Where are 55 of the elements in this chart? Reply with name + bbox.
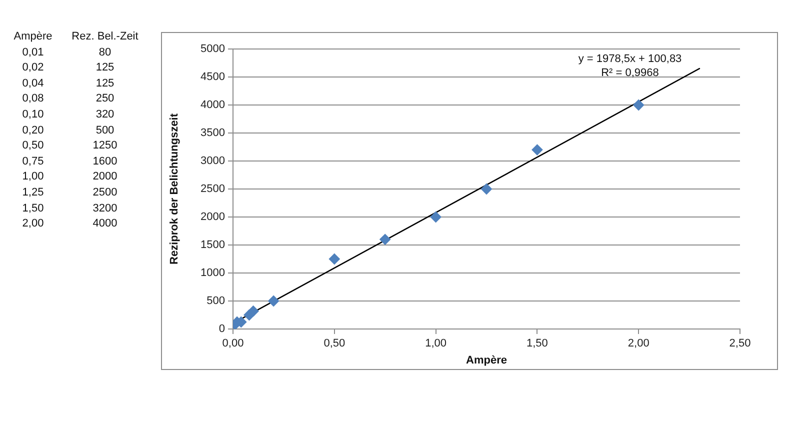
annotation: R² = 0,9968 xyxy=(601,67,659,80)
y-tick-label: 5000 xyxy=(200,43,225,56)
y-tick-label: 2500 xyxy=(200,183,225,196)
text: 0,08 xyxy=(22,92,44,106)
x-tick-label: 0,50 xyxy=(324,338,346,350)
x-tick-label: 1,50 xyxy=(526,338,548,350)
text: 250 xyxy=(96,92,114,106)
text: 2500 xyxy=(92,186,118,200)
point xyxy=(328,254,340,264)
text: 1,25 xyxy=(22,186,44,200)
x-tick-label: 2,00 xyxy=(628,338,650,350)
text: Ampère xyxy=(14,30,52,44)
y-tick-label: 3000 xyxy=(200,155,225,168)
text: 0,04 xyxy=(22,77,44,90)
y-axis-title: Reziprok der Belichtungszeit xyxy=(168,113,181,264)
x-axis-title: Ampère xyxy=(466,354,507,366)
point xyxy=(380,234,391,245)
text: 0,02 xyxy=(22,62,44,75)
x-tick-label: 1,00 xyxy=(425,338,447,350)
point xyxy=(430,212,442,222)
y-tick-label: 3500 xyxy=(200,127,225,140)
text: 80 xyxy=(98,46,112,60)
y-tick-label: 1500 xyxy=(200,239,225,252)
point xyxy=(268,296,280,306)
text: 3200 xyxy=(92,202,118,216)
text: 0,10 xyxy=(22,108,44,122)
y-tick-label: 4500 xyxy=(200,71,225,84)
text: 4000 xyxy=(92,218,118,231)
y-tick-label: 1000 xyxy=(200,267,225,280)
text: 1,00 xyxy=(22,170,44,184)
text: 1,50 xyxy=(22,202,44,216)
text: 500 xyxy=(96,124,114,138)
y-tick-label: 4000 xyxy=(200,99,225,112)
text: 1250 xyxy=(92,140,118,153)
text: 0,01 xyxy=(22,46,44,60)
point xyxy=(248,306,259,317)
text: 125 xyxy=(96,77,114,90)
text: 2,00 xyxy=(22,218,44,231)
point xyxy=(532,144,543,156)
text: 0,75 xyxy=(22,155,44,168)
y-tick-label: 0 xyxy=(218,323,225,336)
text: 2000 xyxy=(92,170,118,184)
point xyxy=(481,184,492,194)
text: 0,20 xyxy=(22,124,44,138)
point xyxy=(633,100,644,110)
text: 125 xyxy=(96,62,114,75)
text: Rez. Bel.-Zeit xyxy=(72,30,138,44)
text: 0,50 xyxy=(22,140,44,153)
x-tick-label: 2,50 xyxy=(729,338,751,350)
y-tick-label: 2000 xyxy=(200,211,225,224)
annotation: y = 1978,5x + 100,83 xyxy=(578,53,682,66)
y-tick-label: 500 xyxy=(206,295,225,308)
x-tick-label: 0,00 xyxy=(222,338,244,350)
text: 320 xyxy=(96,108,114,122)
text: 1600 xyxy=(92,155,118,168)
